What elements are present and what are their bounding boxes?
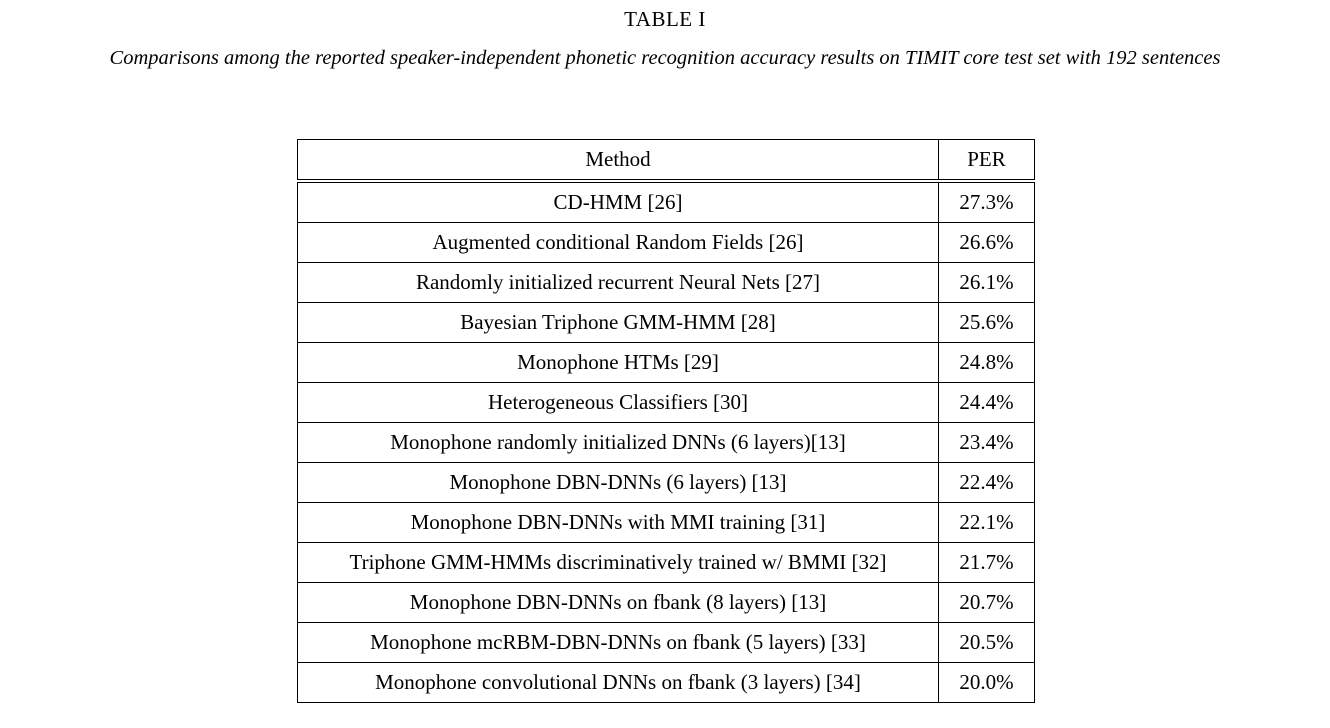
table-row: Heterogeneous Classifiers [30] 24.4% xyxy=(297,382,1035,423)
table-header-row: Method PER xyxy=(297,139,1035,183)
table-row: Randomly initialized recurrent Neural Ne… xyxy=(297,262,1035,303)
per-cell: 26.6% xyxy=(938,222,1035,263)
method-cell: CD-HMM [26] xyxy=(297,180,939,223)
table-label: TABLE I xyxy=(624,7,706,31)
per-cell: 22.1% xyxy=(938,502,1035,543)
per-cell: 23.4% xyxy=(938,422,1035,463)
table-row: Monophone DBN-DNNs with MMI training [31… xyxy=(297,502,1035,543)
table-row: CD-HMM [26] 27.3% xyxy=(297,180,1035,223)
table-caption: Comparisons among the reported speaker-i… xyxy=(109,47,1221,69)
table-row: Monophone mcRBM-DBN-DNNs on fbank (5 lay… xyxy=(297,622,1035,663)
table-row: Monophone HTMs [29] 24.8% xyxy=(297,342,1035,383)
per-cell: 20.0% xyxy=(938,662,1035,703)
table-row: Bayesian Triphone GMM-HMM [28] 25.6% xyxy=(297,302,1035,343)
header-per: PER xyxy=(938,139,1035,183)
method-cell: Triphone GMM-HMMs discriminatively train… xyxy=(297,542,939,583)
method-cell: Monophone DBN-DNNs with MMI training [31… xyxy=(297,502,939,543)
table-row: Augmented conditional Random Fields [26]… xyxy=(297,222,1035,263)
table-row: Monophone convolutional DNNs on fbank (3… xyxy=(297,662,1035,703)
table-row: Monophone DBN-DNNs (6 layers) [13] 22.4% xyxy=(297,462,1035,503)
per-cell: 22.4% xyxy=(938,462,1035,503)
table-row: Triphone GMM-HMMs discriminatively train… xyxy=(297,542,1035,583)
results-table: Method PER CD-HMM [26] 27.3% Augmented c… xyxy=(297,139,1035,703)
per-cell: 25.6% xyxy=(938,302,1035,343)
table-row: Monophone DBN-DNNs on fbank (8 layers) [… xyxy=(297,582,1035,623)
per-cell: 27.3% xyxy=(938,180,1035,223)
table-row: Monophone randomly initialized DNNs (6 l… xyxy=(297,422,1035,463)
method-cell: Monophone DBN-DNNs on fbank (8 layers) [… xyxy=(297,582,939,623)
per-cell: 20.5% xyxy=(938,622,1035,663)
method-cell: Monophone randomly initialized DNNs (6 l… xyxy=(297,422,939,463)
method-cell: Monophone HTMs [29] xyxy=(297,342,939,383)
per-cell: 26.1% xyxy=(938,262,1035,303)
method-cell: Bayesian Triphone GMM-HMM [28] xyxy=(297,302,939,343)
per-cell: 24.4% xyxy=(938,382,1035,423)
method-cell: Augmented conditional Random Fields [26] xyxy=(297,222,939,263)
per-cell: 20.7% xyxy=(938,582,1035,623)
method-cell: Monophone DBN-DNNs (6 layers) [13] xyxy=(297,462,939,503)
per-cell: 24.8% xyxy=(938,342,1035,383)
method-cell: Monophone convolutional DNNs on fbank (3… xyxy=(297,662,939,703)
method-cell: Heterogeneous Classifiers [30] xyxy=(297,382,939,423)
per-cell: 21.7% xyxy=(938,542,1035,583)
header-method: Method xyxy=(297,139,939,183)
method-cell: Monophone mcRBM-DBN-DNNs on fbank (5 lay… xyxy=(297,622,939,663)
method-cell: Randomly initialized recurrent Neural Ne… xyxy=(297,262,939,303)
